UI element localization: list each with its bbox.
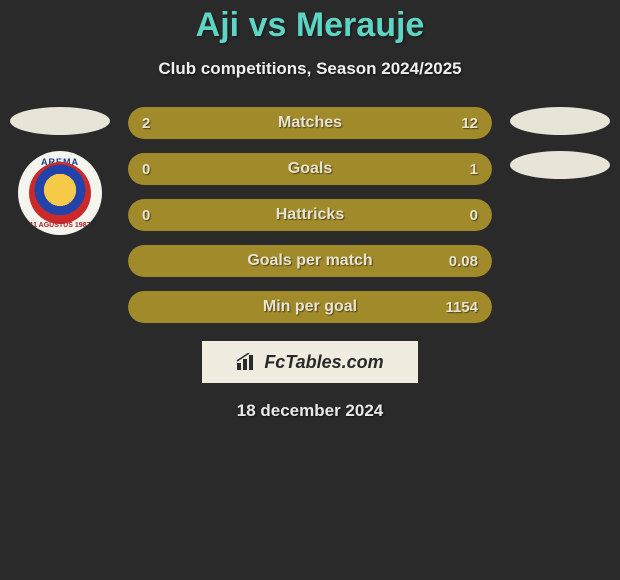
stat-right-value: 1 [470, 153, 478, 185]
page-title: Aji vs Merauje [0, 6, 620, 45]
stat-right-value: 0.08 [449, 245, 478, 277]
stat-label: Goals per match [128, 245, 492, 277]
stat-right-value: 12 [461, 107, 478, 139]
stat-row-goals-per-match: Goals per match 0.08 [128, 245, 492, 277]
bars-icon [236, 353, 258, 371]
left-column: AREMA 11 AGUSTUS 1987 [0, 107, 120, 235]
stat-label: Min per goal [128, 291, 492, 323]
stat-label: Goals [128, 153, 492, 185]
page-subtitle: Club competitions, Season 2024/2025 [0, 59, 620, 79]
club-emblem-icon [29, 162, 91, 224]
brand-badge: FcTables.com [202, 341, 418, 383]
stats-bars: 2 Matches 12 0 Goals 1 0 Hattricks 0 Goa… [120, 107, 500, 323]
stat-label: Matches [128, 107, 492, 139]
player-ellipse-right-1 [510, 107, 610, 135]
brand-text: FcTables.com [264, 352, 383, 373]
main-row: AREMA 11 AGUSTUS 1987 2 Matches 12 0 Goa… [0, 107, 620, 323]
stat-row-min-per-goal: Min per goal 1154 [128, 291, 492, 323]
stat-row-goals: 0 Goals 1 [128, 153, 492, 185]
right-column [500, 107, 620, 179]
stat-row-matches: 2 Matches 12 [128, 107, 492, 139]
stat-right-value: 1154 [445, 291, 478, 323]
player-ellipse-left [10, 107, 110, 135]
stat-row-hattricks: 0 Hattricks 0 [128, 199, 492, 231]
club-badge-left: AREMA 11 AGUSTUS 1987 [18, 151, 102, 235]
comparison-infographic: Aji vs Merauje Club competitions, Season… [0, 0, 620, 421]
date-line: 18 december 2024 [0, 401, 620, 421]
club-founding: 11 AGUSTUS 1987 [18, 222, 102, 229]
stat-right-value: 0 [470, 199, 478, 231]
player-ellipse-right-2 [510, 151, 610, 179]
stat-label: Hattricks [128, 199, 492, 231]
